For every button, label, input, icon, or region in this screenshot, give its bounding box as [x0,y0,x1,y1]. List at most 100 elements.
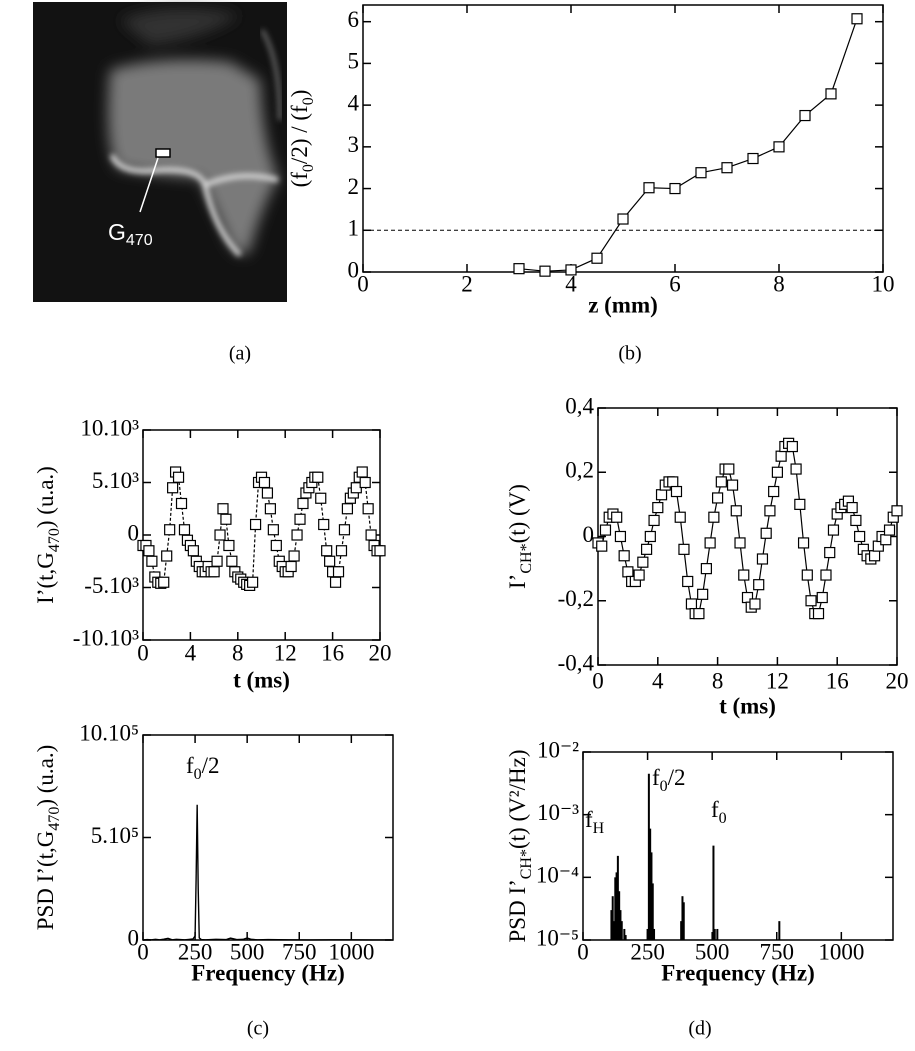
y-tick-label: 0 [583,522,595,547]
data-point [362,503,374,515]
data-point [678,543,690,555]
x-tick-label: 500 [230,939,265,964]
data-point [267,524,279,536]
y-axis-label: I’(t,G470) (u.a.) [33,466,62,604]
annotation-sub: 0 [660,778,668,795]
data-point [786,440,798,453]
caption: (b) [618,343,641,365]
data-point [332,566,345,578]
y-tick-label: 0,4 [565,393,594,418]
x-tick-label: 0 [357,271,369,296]
annotation: f0/2 [652,765,686,794]
y-tick-label: 3 [348,132,360,157]
y-tick-label: 2 [348,174,360,199]
data-point [513,263,525,275]
x-tick-label: 8 [712,668,724,693]
y-tick-label: 5.10³ [92,468,139,493]
data-point [846,501,858,514]
caption: (a) [229,343,251,365]
data-point [816,591,828,604]
data-point [730,505,742,517]
x-tick-label: 16 [321,640,344,665]
x-tick-label: 6 [669,271,681,296]
x-tick-label: 8 [773,271,785,296]
data-point [738,569,750,581]
data-point [797,537,810,549]
y-axis-label-part: (t) (V) [505,484,530,543]
data-point [291,529,303,541]
y-axis-label-part: I’(t,G [33,552,58,604]
x-axis-label: Frequency (Hz) [191,960,345,985]
data-point [697,588,709,600]
y-axis-label-sub: CH* [518,543,535,573]
x-tick-label: 4 [185,640,197,665]
data-point [633,569,645,581]
data-point [693,607,705,620]
data-point [172,471,185,483]
y-tick-label: 0,2 [565,458,594,483]
data-point [644,530,656,543]
data-point [158,576,170,588]
data-point [775,450,787,462]
data-point [851,13,863,25]
probe-label: G470 [108,219,153,249]
data-point [611,511,623,523]
x-tick-label: 4 [652,668,664,693]
y-axis-label-sub: 470 [46,807,63,831]
data-point [565,264,577,276]
data-point [341,503,354,515]
data-point [622,566,634,578]
x-tick-label: 0 [577,939,589,964]
y-axis-label-sub: 470 [46,528,63,552]
data-point [655,489,668,501]
y-axis-label: (f0/2) / (f0) [287,90,316,188]
data-point [285,560,297,573]
y-axis-label-part: ) (u.a.) [33,745,58,807]
data-point [167,482,179,494]
data-point [700,563,712,575]
data-point [747,152,759,165]
data-point [249,518,262,531]
data-point [711,492,724,504]
x-tick-label: 2 [461,271,473,296]
x-tick-label: 12 [766,668,789,693]
data-point [854,530,866,543]
data-point [356,466,368,478]
data-point [264,503,276,515]
x-tick-label: 10 [872,271,895,296]
x-tick-label: 1000 [328,939,374,964]
data-point [161,550,173,562]
plot-frame [597,407,898,666]
annotation: f0/2 [186,753,220,782]
y-axis-label-sub: CH* [518,849,535,879]
y-tick-label: -10.10³ [73,625,139,650]
y-axis-label-sub: 0 [300,97,317,105]
data-point [247,576,259,588]
y-tick-label: -5.10³ [84,573,139,598]
data-point [721,162,733,174]
annotation: fH [585,807,605,836]
y-axis-label-part: PSD I’(t,G [33,831,58,931]
data-point [143,545,155,557]
data-point [187,545,199,557]
data-point [812,607,825,620]
data-point [374,545,386,557]
flame-glow [108,8,278,255]
data-point [220,513,232,525]
data-point [880,534,892,546]
data-line [518,18,858,272]
y-tick-label: 10⁻⁵ [536,925,579,950]
annotation-part: f [186,753,194,778]
caption: (d) [688,1018,711,1040]
data-point [643,182,655,194]
data-point [591,252,603,264]
data-point [178,524,191,536]
y-tick-label: 0 [128,520,140,545]
data-point [614,530,627,543]
y-axis-label-part: (t) (V²/Hz) [505,750,530,850]
data-point [211,555,223,567]
y-axis-label-part: ) [287,90,312,98]
data-point [708,511,720,523]
x-tick-label: 250 [178,939,213,964]
data-point [771,466,784,478]
